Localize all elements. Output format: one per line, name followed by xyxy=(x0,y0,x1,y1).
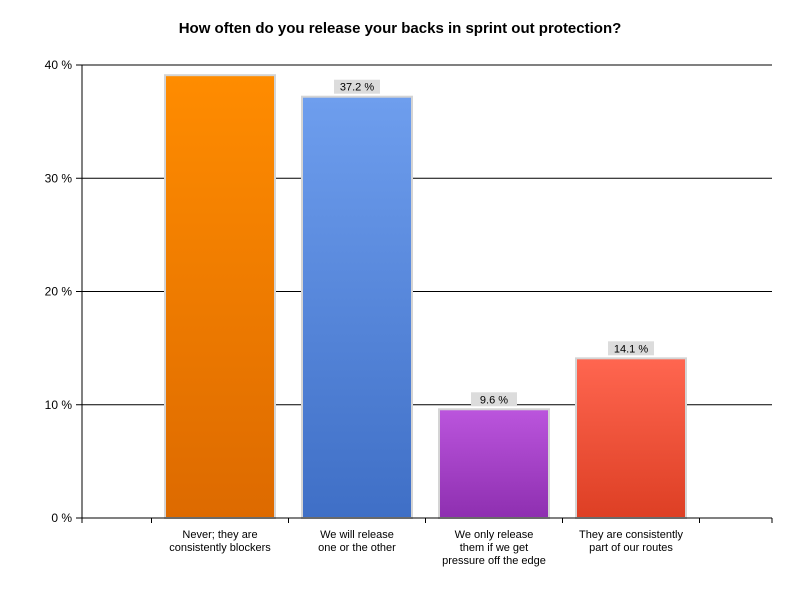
y-tick-label: 30 % xyxy=(45,171,73,185)
data-label: 37.2 % xyxy=(340,82,374,94)
x-tick-label: They are consistently xyxy=(579,529,683,541)
x-tick-label: Never; they are xyxy=(182,529,257,541)
bar xyxy=(164,74,276,519)
bar xyxy=(301,95,413,520)
x-tick-label: them if we get xyxy=(460,542,528,554)
bar xyxy=(575,357,687,519)
y-axis-ticks: 0 % 10 % 20 % 30 % 40 % xyxy=(45,58,82,525)
axes xyxy=(81,65,773,523)
data-label: 9.6 % xyxy=(480,394,508,406)
x-tick-label: pressure off the edge xyxy=(442,555,546,567)
x-tick-label: part of our routes xyxy=(589,542,673,554)
y-tick-label: 40 % xyxy=(45,58,73,72)
bars xyxy=(164,74,687,520)
x-tick-label: We will release xyxy=(320,529,394,541)
x-tick-label: one or the other xyxy=(318,542,396,554)
chart-title: How often do you release your backs in s… xyxy=(179,20,622,37)
data-labels: 37.2 % 9.6 % 14.1 % xyxy=(334,79,654,407)
x-tick-label: We only release xyxy=(455,529,534,541)
bar xyxy=(438,408,550,519)
data-label-box xyxy=(471,392,517,407)
y-tick-label: 0 % xyxy=(51,511,72,525)
y-tick-label: 20 % xyxy=(45,285,73,299)
data-label: 14.1 % xyxy=(614,343,648,355)
y-tick-label: 10 % xyxy=(45,398,73,412)
data-label-box xyxy=(608,341,654,356)
x-tick-label: consistently blockers xyxy=(169,542,271,554)
data-label-box xyxy=(334,79,380,94)
